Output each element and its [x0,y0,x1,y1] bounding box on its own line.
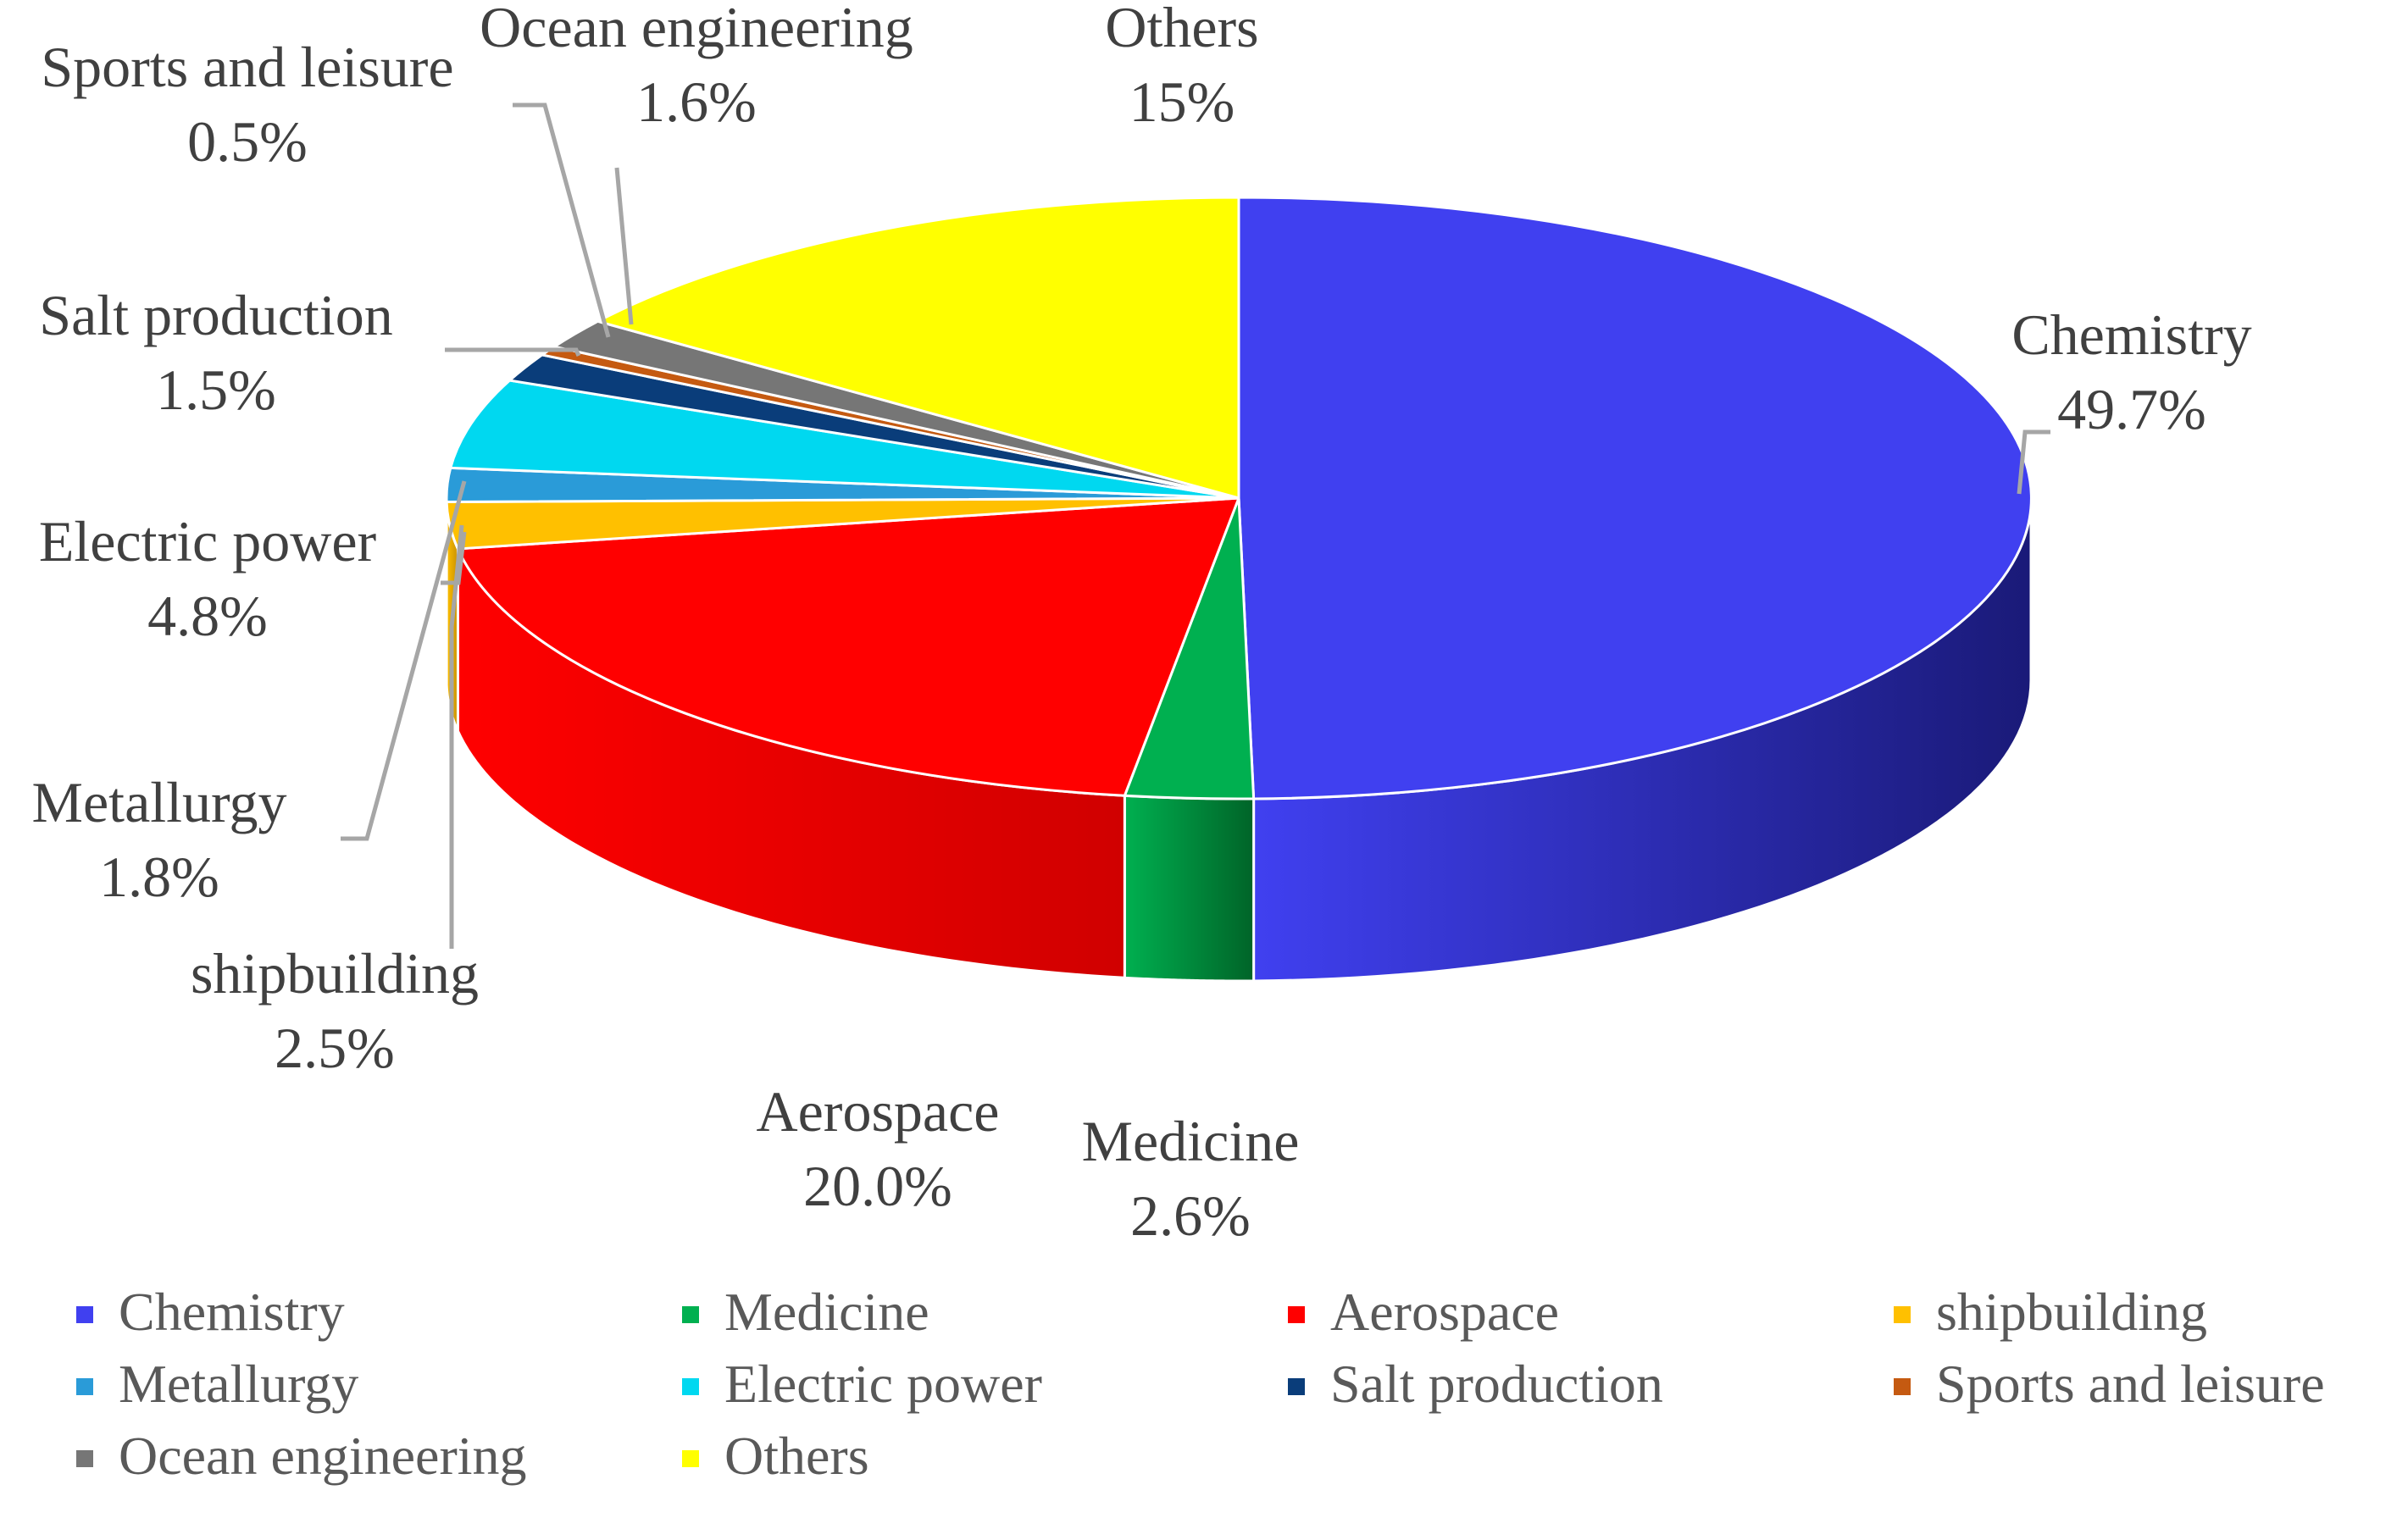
pie-slice-aerospace [456,496,1240,797]
leader-line-shipbuilding [449,524,464,949]
legend-label-sports-and-leisure: Sports and leisure [1936,1354,2325,1414]
legend-label-salt-production: Salt production [1330,1354,1663,1414]
leader-line-electric-power [441,531,467,585]
legend-label-ocean-engineering: Ocean engineering [119,1426,527,1486]
legend-swatch-medicine [682,1306,699,1323]
slice-value-chemistry: 49.7% [2057,377,2206,441]
leader-line-salt-production [445,347,581,357]
legend-label-shipbuilding: shipbuilding [1936,1282,2207,1342]
slice-value-salt-production: 1.5% [156,357,276,422]
slice-label-medicine: Medicine [1082,1109,1300,1173]
legend-swatch-shipbuilding [1894,1306,1911,1323]
legend-swatch-aerospace [1288,1306,1305,1323]
slice-label-metallurgy: Metallurgy [32,770,287,834]
slice-value-sports-and-leisure: 0.5% [187,109,308,174]
legend-swatch-chemistry [76,1306,93,1323]
slice-value-shipbuilding: 2.5% [275,1016,395,1080]
pie-slice-chemistry [1237,196,2033,801]
slice-label-ocean-engineering: Ocean engineering [480,0,913,59]
leader-line-metallurgy [341,480,467,841]
legend: Chemistry Medicine Aerospace shipbuilding Me… [76,1282,2325,1486]
slice-value-aerospace: 20.0% [803,1154,952,1218]
leader-line-sports-and-leisure [513,102,611,338]
legend-label-electric-power: Electric power [724,1354,1042,1414]
legend-label-aerospace: Aerospace [1330,1282,1559,1342]
slice-label-electric-power: Electric power [39,509,377,573]
pie-slice-electric-power [449,379,1240,500]
slice-value-others: 15% [1129,69,1235,134]
slice-label-salt-production: Salt production [39,283,392,347]
pie-slices [445,196,2033,801]
slice-label-aerospace: Aerospace [757,1079,1000,1144]
slice-value-ocean-engineering: 1.6% [636,69,757,134]
leader-lines [341,102,2050,949]
pie-slice-others [596,196,1240,500]
slice-label-shipbuilding: shipbuilding [191,941,479,1006]
legend-label-chemistry: Chemistry [119,1282,345,1342]
legend-swatch-electric-power [682,1378,699,1395]
legend-swatch-ocean-engineering [76,1450,93,1467]
legend-swatch-sports-and-leisure [1894,1378,1911,1395]
slice-value-metallurgy: 1.8% [99,845,219,909]
slice-value-electric-power: 4.8% [147,584,268,648]
slice-labels: Chemistry 49.7% Medicine 2.6% Aerospace 20.0%… [32,0,2252,1248]
slice-label-sports-and-leisure: Sports and leisure [41,35,453,99]
leader-line-ocean-engineering [614,167,634,325]
legend-label-metallurgy: Metallurgy [119,1354,358,1414]
side-wall-medicine [1123,794,1256,983]
slice-value-medicine: 2.6% [1130,1183,1251,1248]
slice-label-chemistry: Chemistry [2011,302,2251,367]
legend-swatch-salt-production [1288,1378,1305,1395]
legend-label-medicine: Medicine [724,1282,929,1342]
slice-label-others: Others [1105,0,1258,59]
leader-line-chemistry [2017,429,2050,495]
legend-label-others: Others [724,1426,869,1486]
legend-swatch-others [682,1450,699,1467]
legend-swatch-metallurgy [76,1378,93,1395]
